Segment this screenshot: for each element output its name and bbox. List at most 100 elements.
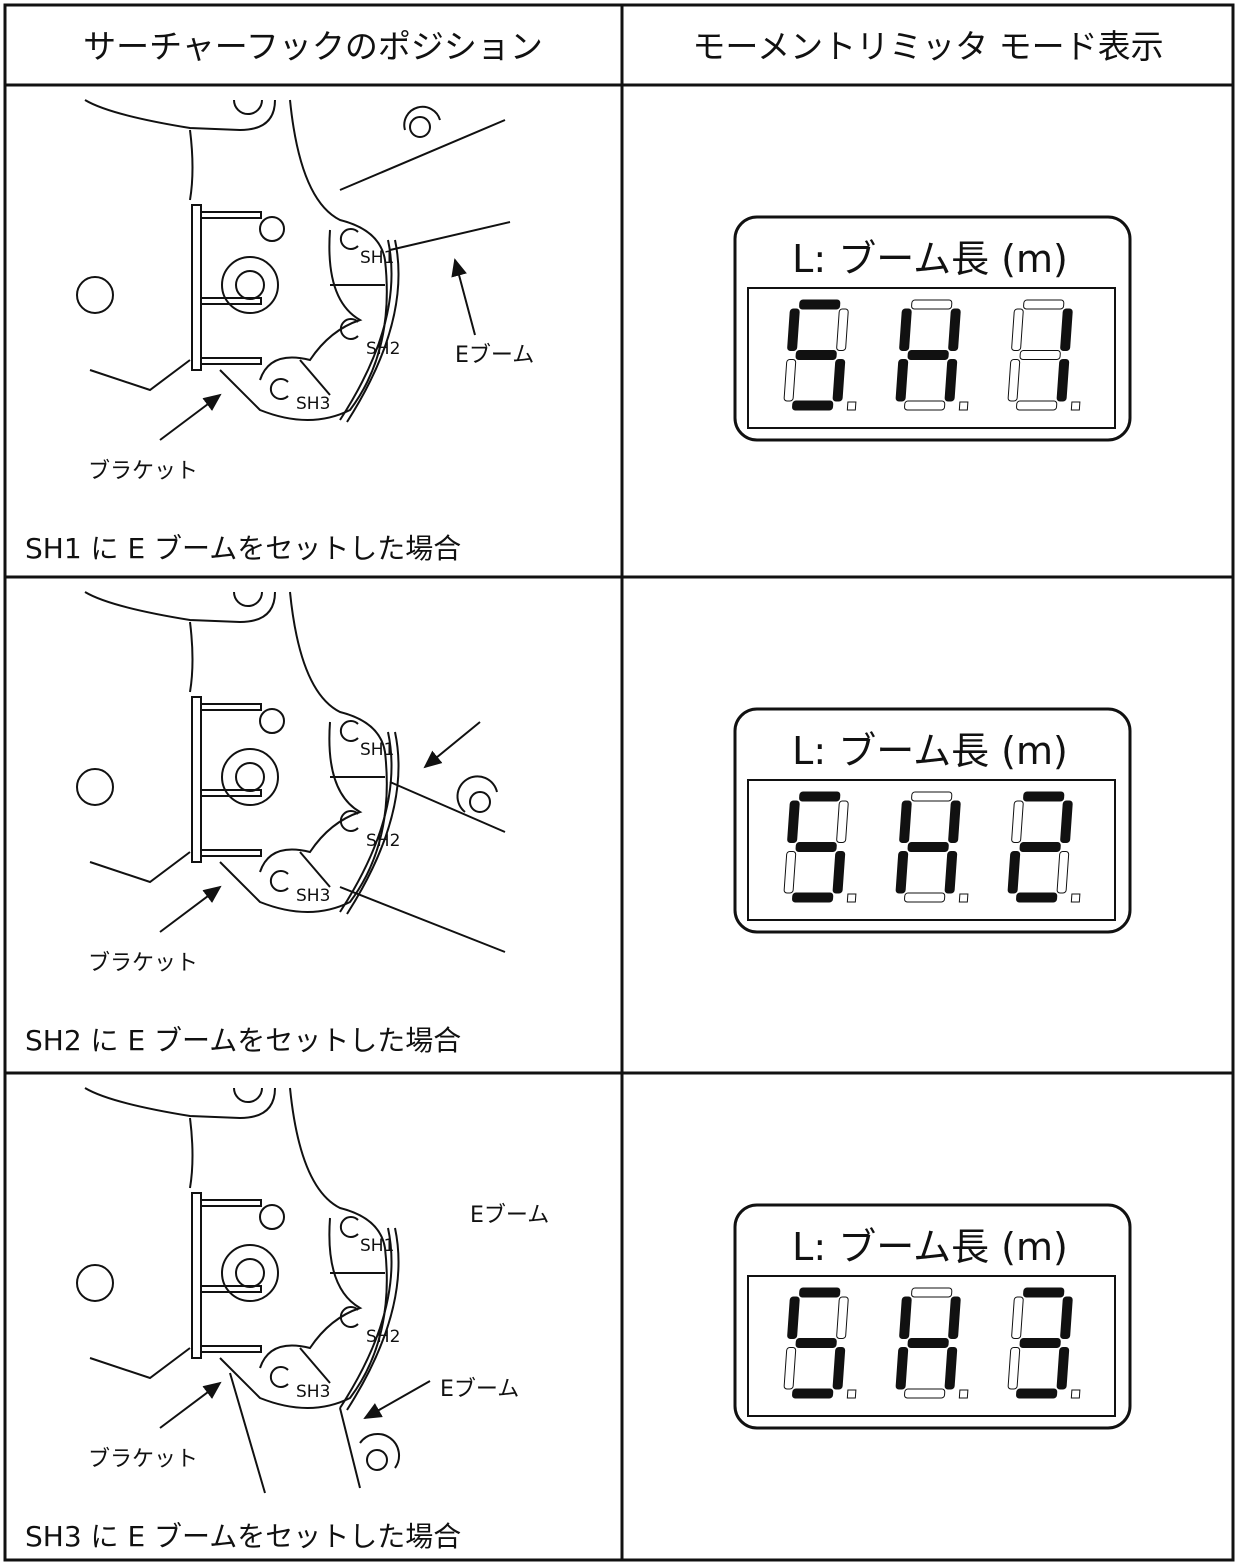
segment xyxy=(832,851,846,894)
lug xyxy=(359,1433,400,1469)
segment xyxy=(904,892,946,903)
bracket-label: ブラケット xyxy=(88,951,198,976)
divider xyxy=(299,359,331,396)
decimal-point xyxy=(958,1389,969,1399)
hook-label: SH1 xyxy=(360,248,394,268)
segment xyxy=(799,791,841,802)
seven-segment-char xyxy=(895,1287,969,1399)
segment xyxy=(787,308,800,351)
segment xyxy=(792,400,834,411)
bracket-label: ブラケット xyxy=(88,459,198,484)
drawing-line xyxy=(233,591,263,607)
drawing-line xyxy=(84,99,276,132)
segment xyxy=(948,800,961,843)
segment xyxy=(944,359,958,402)
decimal-point xyxy=(1070,893,1081,903)
arrow xyxy=(363,1380,431,1419)
hook-mark xyxy=(339,318,359,340)
segment xyxy=(1011,308,1024,351)
drawing-line xyxy=(84,591,276,624)
lug xyxy=(456,775,498,813)
segment xyxy=(911,299,953,310)
segment xyxy=(907,1338,949,1348)
segment xyxy=(1007,1347,1021,1390)
header: サーチャーフックのポジション xyxy=(83,27,543,66)
drawing-line xyxy=(233,1087,263,1103)
drawing-line xyxy=(219,591,388,913)
plate xyxy=(200,849,262,857)
hole xyxy=(76,1264,114,1302)
hook-mark xyxy=(339,810,359,832)
lug-hole xyxy=(366,1449,388,1471)
plate xyxy=(200,1345,262,1353)
decimal-point xyxy=(1070,1389,1081,1399)
segment xyxy=(1019,1338,1061,1348)
segment xyxy=(1019,842,1061,852)
hook-label: SH3 xyxy=(296,1382,330,1402)
segment xyxy=(783,359,797,402)
hook-label: SH2 xyxy=(366,831,400,851)
segment xyxy=(1016,1388,1058,1399)
segment xyxy=(944,851,958,894)
hook-label: SH1 xyxy=(360,1236,394,1256)
segment xyxy=(1056,1347,1070,1390)
seven-segment-char xyxy=(895,299,969,411)
hook-mark xyxy=(339,1306,359,1328)
segment xyxy=(1016,892,1058,903)
diagram: SH1 SH2 SH3 Eブーム ブラケット SH2 に E ブームをセットした場合 xyxy=(25,591,549,1228)
bracket xyxy=(191,1192,202,1359)
divider xyxy=(299,851,331,888)
seven-segment-char xyxy=(1007,791,1081,903)
plate xyxy=(200,211,262,219)
segment xyxy=(787,800,800,843)
seven-segment-char xyxy=(783,1287,857,1399)
segment xyxy=(1023,791,1065,802)
segment xyxy=(1011,800,1024,843)
pin xyxy=(221,1244,279,1302)
hook-label: SH3 xyxy=(296,886,330,906)
segment xyxy=(832,359,846,402)
drawing-line xyxy=(259,1217,363,1369)
display-frame xyxy=(733,215,1132,442)
segment xyxy=(899,1296,912,1339)
display-window xyxy=(747,1275,1116,1417)
bracket-label: ブラケット xyxy=(88,1447,198,1472)
segment xyxy=(799,299,841,310)
display-label: L: ブーム長 (m) xyxy=(792,237,1068,281)
seven-segment-char xyxy=(783,791,857,903)
hole xyxy=(76,276,114,314)
pin xyxy=(221,256,279,314)
divider xyxy=(299,1347,331,1384)
hook-mark xyxy=(269,378,289,400)
segment xyxy=(907,350,949,360)
segment xyxy=(1007,359,1021,402)
lug xyxy=(403,105,441,131)
display-label: L: ブーム長 (m) xyxy=(792,729,1068,773)
segment xyxy=(795,1338,837,1348)
bracket xyxy=(191,696,202,863)
drawing-line xyxy=(189,621,194,693)
seven-segment-char xyxy=(1007,1287,1081,1399)
segment xyxy=(904,400,946,411)
hole xyxy=(259,216,285,242)
hook-mark xyxy=(269,870,289,892)
hook-label: SH1 xyxy=(360,740,394,760)
arrow xyxy=(423,721,481,769)
caption: SH2 に E ブームをセットした場合 xyxy=(25,1024,461,1057)
decimal-point xyxy=(846,1389,857,1399)
header: モーメントリミッタ モード表示 xyxy=(692,27,1163,66)
hook-mark xyxy=(269,1366,289,1388)
segment xyxy=(836,1296,849,1339)
pin xyxy=(235,762,265,792)
segment xyxy=(1023,1287,1065,1298)
segment xyxy=(836,800,849,843)
arrow xyxy=(159,393,222,441)
segment xyxy=(1007,851,1021,894)
segment xyxy=(795,350,837,360)
hook-label: SH3 xyxy=(296,394,330,414)
caption: SH1 に E ブームをセットした場合 xyxy=(25,532,461,565)
segment xyxy=(792,1388,834,1399)
